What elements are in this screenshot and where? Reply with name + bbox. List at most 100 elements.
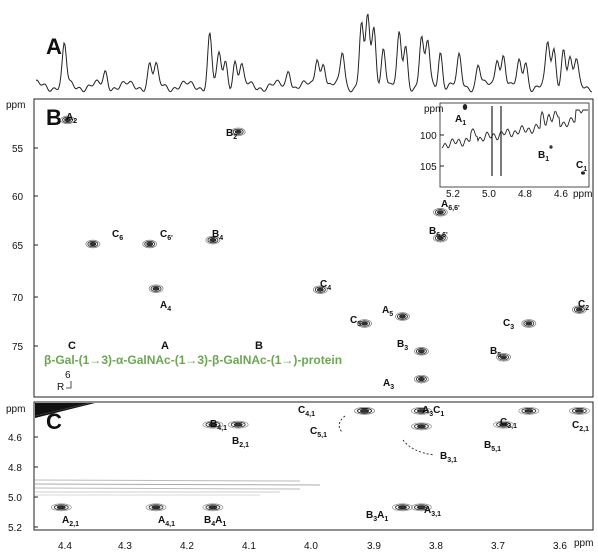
peak-label-b5: B5: [490, 346, 501, 359]
panel-b-peak-labels: A2 B2 C6 C6' B4 A4 C4 C5 A5 C3 C2 A6,6' …: [66, 112, 589, 391]
panel-c-frame: [33, 401, 594, 531]
x-tick: 3.8: [429, 541, 443, 552]
cross-peak-b-3: [414, 347, 429, 356]
cross-peak-c-4: [312, 285, 328, 294]
panel-c-y-axis: 4.6 4.8 5.0 5.2: [8, 433, 38, 534]
inset-x-tick: 4.6: [554, 189, 568, 200]
x-tick: 4.4: [58, 541, 72, 552]
cross-peak-c-5: [357, 319, 372, 328]
spectrum-1d-trace: [35, 13, 593, 93]
cross-peak-c-6: [85, 239, 101, 249]
c-label-c21: C2,1: [572, 420, 589, 433]
branch-hook: [66, 381, 72, 389]
panel-b-cross-peaks: [60, 115, 587, 384]
cross-peak-b-2: [230, 127, 246, 137]
cross-peak-a-31: [411, 503, 432, 512]
inset-x-tick: 5.2: [446, 189, 460, 200]
cross-peak-c-31: [518, 406, 540, 415]
b-y-tick: 60: [12, 192, 24, 203]
peak-label-a2: A2: [66, 112, 77, 125]
anomeric-inset: ppm 100 105 A1 B1 C1 5.2 5.0 4.8 4.6 ppm: [420, 102, 592, 200]
inset-x-unit: ppm: [573, 189, 592, 200]
c-label-b3a1: B3A1: [366, 510, 388, 523]
peak-label-c2: C2: [578, 299, 589, 312]
c-label-a21: A2,1: [62, 515, 79, 528]
cross-peak-a-66: [432, 208, 448, 217]
branch-group: R: [57, 382, 64, 393]
x-tick: 4.1: [242, 541, 256, 552]
inset-frame: [439, 102, 590, 188]
cross-peak-a-3: [411, 406, 432, 415]
c-label-b21: B2,1: [232, 436, 249, 449]
x-tick: 4.3: [118, 541, 132, 552]
x-unit: ppm: [574, 538, 593, 549]
b-y-tick: 55: [12, 144, 24, 155]
panel-b-y-axis: 55 60 65 70 75: [12, 144, 38, 353]
inset-peak-c1: [581, 171, 585, 175]
panel-c-background-bands: [34, 402, 321, 496]
c-label-a31: A3,1: [424, 505, 441, 518]
cross-peak-b-5: [496, 353, 511, 362]
cross-peak-b-51: [493, 420, 514, 429]
c-label-a3c1: A3C1: [422, 405, 444, 418]
cross-peak-b-4: [202, 503, 224, 512]
inset-peak-a1: [462, 104, 468, 110]
x-tick: 3.6: [553, 541, 567, 552]
cross-peak-a-4: [148, 284, 164, 293]
inset-y-unit: ppm: [424, 104, 443, 115]
inset-peak-b1: [549, 145, 553, 149]
cross-peak-b-4: [205, 235, 221, 245]
c-label-b31: B3,1: [440, 451, 457, 464]
cross-peak-a-5: [395, 312, 410, 321]
residue-letter-a: A: [161, 340, 169, 352]
panel-c-label: C: [46, 409, 62, 434]
b-y-tick: 65: [12, 241, 24, 252]
c-label-a41: A4,1: [158, 515, 175, 528]
inset-label-c1: C1: [576, 160, 587, 173]
peak-label-c4: C4: [320, 279, 331, 292]
cross-peak-b-66: [432, 233, 448, 243]
inset-label-a1: A1: [455, 114, 466, 127]
panel-a-label: A: [46, 34, 62, 59]
cross-peak-a-2: [60, 115, 75, 125]
c-y-tick: 5.2: [8, 523, 22, 534]
inset-label-b1: B1: [538, 150, 549, 163]
c-label-b4a1: B4A1: [204, 515, 226, 528]
x-tick: 3.7: [491, 541, 505, 552]
inset-y-tick: 100: [420, 131, 437, 142]
peak-label-a5: A5: [382, 305, 393, 318]
x-tick: 4.2: [180, 541, 194, 552]
cross-peak-a-41: [145, 503, 167, 512]
panel-c-peak-labels: A2,1 A4,1 B4A1 B4,1 B2,1 C4,1 C5,1 A3C1 …: [62, 405, 589, 528]
b-y-tick: 75: [12, 342, 24, 353]
glycan-sequence-text: β-Gal-(1→3)-α-GalNAc-(1→3)-β-GalNAc-(1→)…: [44, 353, 342, 367]
c-y-tick: 4.8: [8, 463, 22, 474]
x-axis: 4.4 4.3 4.2 4.1 4.0 3.9 3.8 3.7 3.6 ppm: [58, 538, 593, 552]
cross-peak-b-21: [227, 420, 249, 429]
inset-x-tick: 5.0: [482, 189, 496, 200]
c-y-tick: 4.6: [8, 433, 22, 444]
panel-c-cross-peaks: [50, 406, 590, 512]
inset-1d-trace: [441, 109, 588, 149]
cross-peak-c-6: [142, 239, 158, 249]
cross-peak-b-31: [411, 422, 432, 431]
peak-label-c6: C6: [112, 229, 123, 242]
panel-b-y-unit: ppm: [6, 100, 25, 111]
cross-peak-b-3: [392, 503, 413, 512]
peak-label-b66p: B6,6': [429, 226, 448, 239]
residue-letter-b: B: [255, 340, 263, 352]
glycan-sequence: C A B β-Gal-(1→3)-α-GalNAc-(1→3)-β-GalNA…: [44, 340, 342, 393]
peak-label-b4: B4: [212, 229, 223, 242]
peak-label-b3: B3: [397, 339, 408, 352]
cross-peak-c-21: [568, 406, 590, 415]
c-label-b41: B4,1: [210, 419, 227, 432]
panel-b-label: B: [46, 105, 62, 130]
b-y-tick: 70: [12, 293, 24, 304]
panel-c-y-unit: ppm: [6, 404, 25, 415]
x-tick: 3.9: [367, 541, 381, 552]
x-tick: 4.0: [304, 541, 318, 552]
c-label-c51: C5,1: [310, 426, 327, 439]
cross-peak-c-2: [571, 305, 587, 314]
c-label-b51: B5,1: [484, 440, 501, 453]
